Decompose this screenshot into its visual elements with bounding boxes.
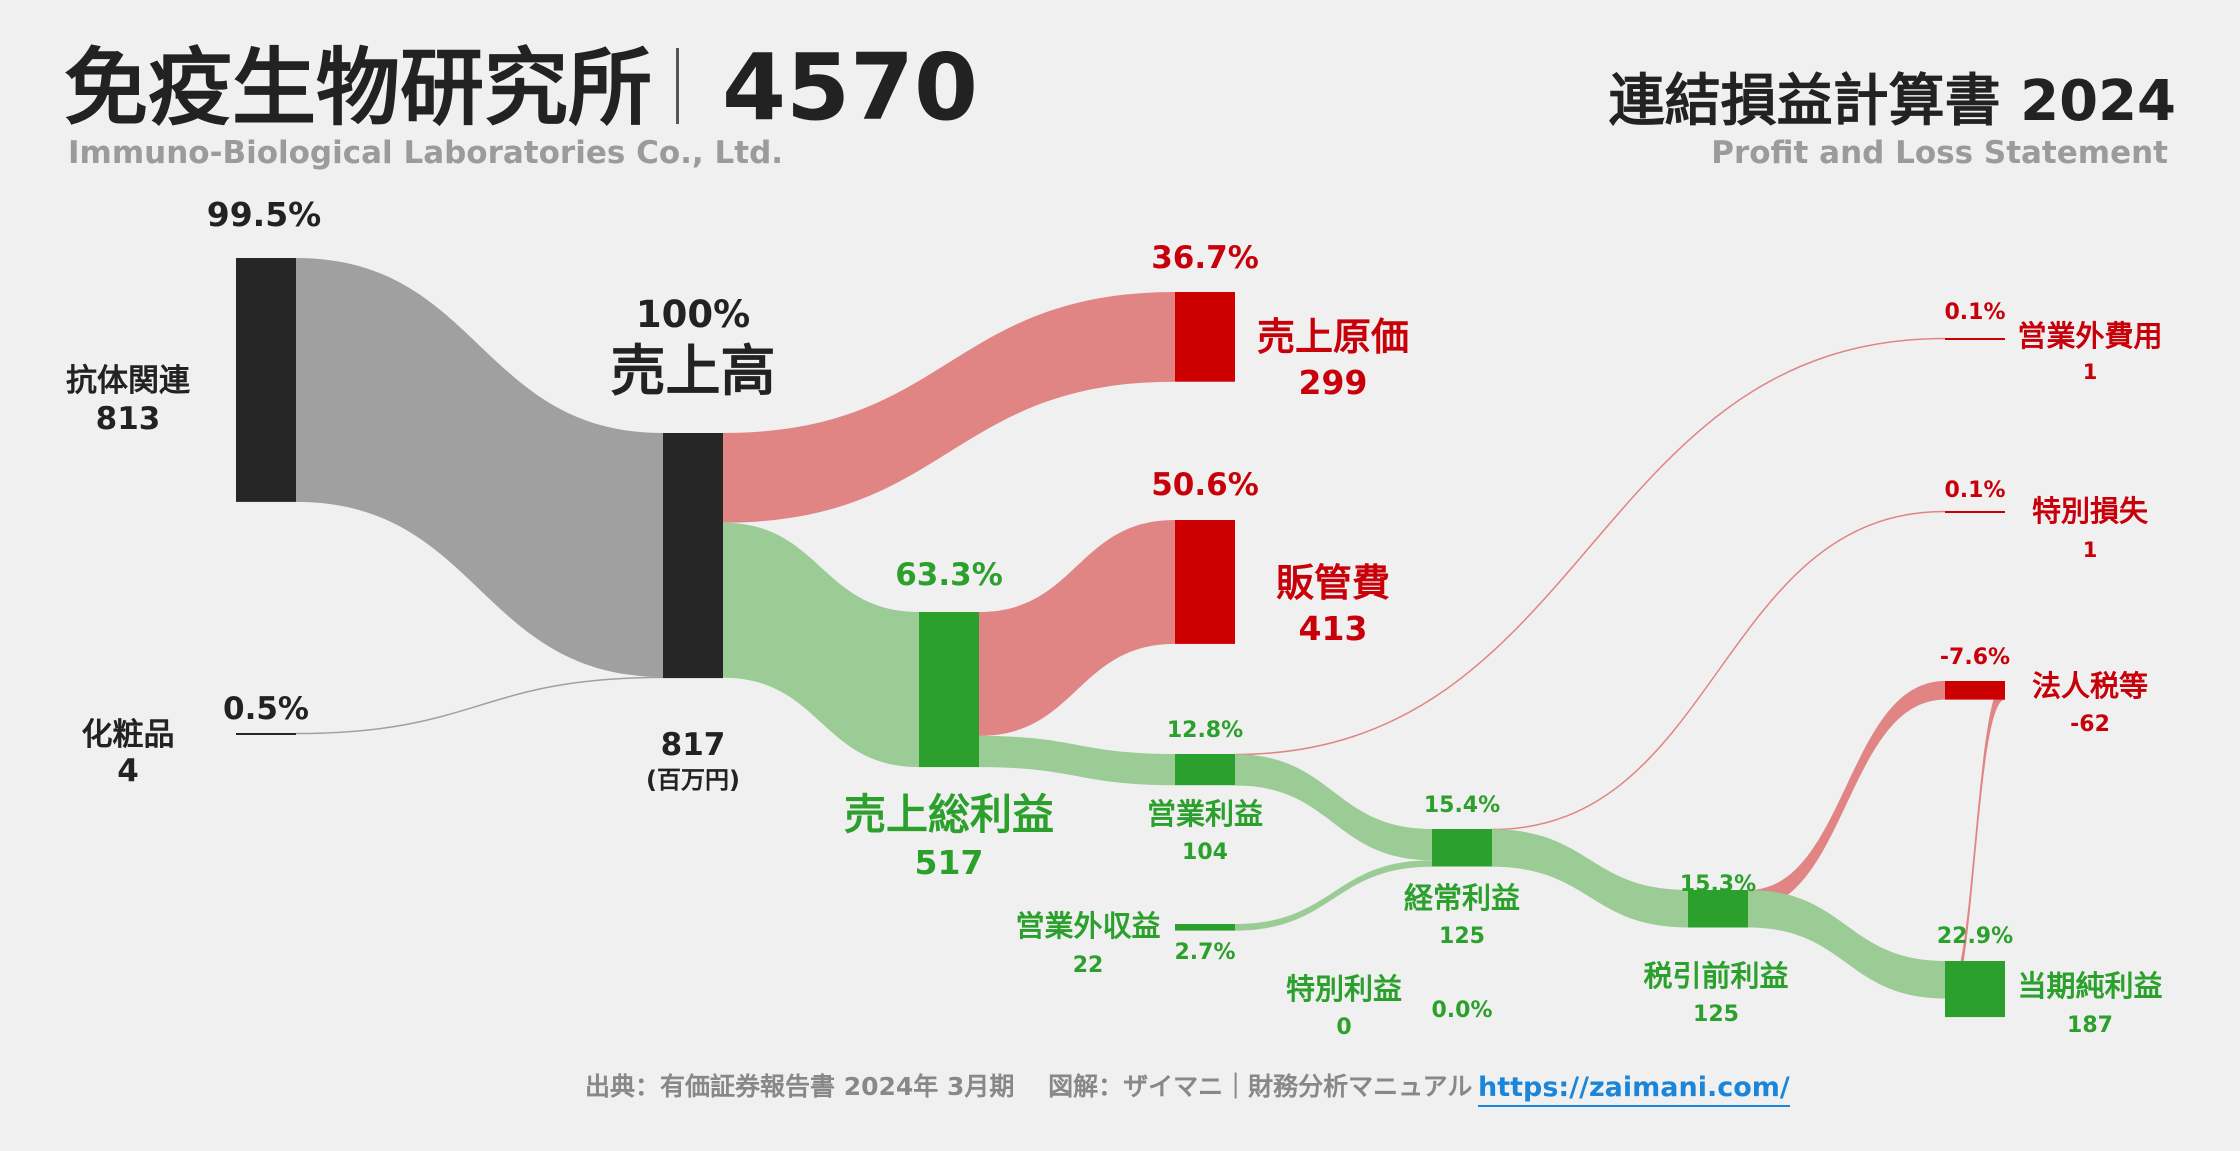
antibody-percent: 99.5%: [206, 195, 322, 234]
stock-code: 4570: [722, 34, 979, 141]
flow-revenue-to-cogs: [723, 292, 1175, 523]
node-bar-tax: [1945, 681, 2005, 700]
node-bar-cosmetics: [236, 733, 296, 735]
node-bar-nonop_exp: [1945, 338, 2005, 340]
flow-ordinary-to-pretax: [1492, 829, 1688, 928]
ext_loss-label: 特別損失: [2031, 494, 2149, 528]
flow-gross-to-op: [979, 735, 1175, 786]
node-bar-ordinary: [1432, 829, 1492, 867]
node-bar-sga: [1175, 520, 1235, 644]
pretax-percent: 15.3%: [1679, 872, 1757, 897]
net-percent: 22.9%: [1936, 924, 2014, 949]
node-bar-antibody: [236, 258, 296, 502]
statement-title: 連結損益計算書 2024: [1608, 69, 2176, 134]
gross-value: 517: [914, 843, 984, 882]
node-bar-revenue: [663, 433, 723, 679]
nonop_inc-label: 営業外収益: [1015, 909, 1161, 943]
ext_gain-label: 特別利益: [1285, 972, 1403, 1006]
ext_loss-value: 1: [2082, 538, 2098, 562]
source-note: 出典：有価証券報告書 2024年 3月期 図解：ザイマニ｜財務分析マニュアル: [585, 1072, 1473, 1101]
statement-title-en: Profit and Loss Statement: [1711, 135, 2168, 171]
flow-pretax-to-net: [1748, 890, 1945, 999]
cosmetics-label: 化粧品: [81, 717, 175, 753]
pretax-value: 125: [1693, 1002, 1739, 1027]
cogs-percent: 36.7%: [1151, 240, 1259, 276]
nonop_inc-percent: 2.7%: [1174, 940, 1236, 965]
flow-revenue-to-gross: [723, 522, 919, 768]
ext_loss-percent: 0.1%: [1944, 478, 2006, 503]
sga-value: 413: [1298, 609, 1368, 648]
net-value: 187: [2067, 1013, 2113, 1038]
title-divider: [676, 48, 679, 124]
pretax-label: 税引前利益: [1643, 959, 1789, 993]
op-label: 営業利益: [1146, 797, 1264, 831]
flow-antibody-to-revenue: [296, 258, 663, 677]
node-bar-ext_loss: [1945, 511, 2005, 513]
revenue-label: 売上高: [610, 339, 776, 403]
net-label: 当期純利益: [2017, 969, 2163, 1003]
revenue-percent: 100%: [635, 293, 751, 336]
antibody-label: 抗体関連: [66, 363, 190, 399]
gross-label: 売上総利益: [843, 790, 1055, 839]
ext_gain-value: 0: [1336, 1015, 1352, 1040]
flow-nonop_inc-to-ordinary: [1235, 860, 1432, 931]
op-value: 104: [1182, 840, 1228, 865]
flow-gross-to-sga: [979, 520, 1175, 736]
sga-percent: 50.6%: [1151, 467, 1259, 503]
nonop_inc-value: 22: [1072, 953, 1104, 978]
unit-label: (百万円): [646, 766, 740, 794]
flow-pretax-to-tax: [1748, 681, 1945, 909]
node-bar-pretax: [1688, 890, 1748, 928]
nonop_exp-label: 営業外費用: [2017, 319, 2163, 353]
ext_gain-percent: 0.0%: [1431, 998, 1493, 1023]
ordinary-percent: 15.4%: [1423, 793, 1501, 818]
node-bar-gross: [919, 612, 979, 768]
company-name: 免疫生物研究所: [64, 39, 653, 137]
company-name-en: Immuno-Biological Laboratories Co., Ltd.: [68, 135, 784, 171]
nonop_exp-percent: 0.1%: [1944, 300, 2006, 325]
flow-op-to-ordinary: [1235, 754, 1432, 861]
revenue-value: 817: [660, 727, 726, 763]
node-bar-cogs: [1175, 292, 1235, 382]
gross-percent: 63.3%: [895, 557, 1003, 593]
sga-label: 販管費: [1275, 561, 1391, 605]
nonop_exp-value: 1: [2082, 360, 2098, 384]
tax-value: -62: [2070, 712, 2110, 737]
cosmetics-percent: 0.5%: [223, 691, 309, 727]
tax-label: 法人税等: [2031, 669, 2149, 703]
node-bar-op: [1175, 754, 1235, 786]
flow-cosmetics-to-revenue: [295, 676, 664, 735]
flow-ordinary-to-ext_loss: [1491, 510, 1946, 831]
site-link[interactable]: https://zaimani.com/: [1478, 1074, 1790, 1107]
cosmetics-value: 4: [117, 753, 139, 789]
ordinary-value: 125: [1439, 924, 1485, 949]
ordinary-label: 経常利益: [1403, 881, 1521, 915]
tax-percent: -7.6%: [1939, 645, 2011, 670]
antibody-value: 813: [95, 401, 161, 437]
cogs-label: 売上原価: [1256, 315, 1410, 359]
op-percent: 12.8%: [1166, 718, 1244, 743]
node-bar-nonop_inc: [1175, 924, 1235, 931]
cogs-value: 299: [1298, 363, 1368, 402]
node-bar-net: [1945, 961, 2005, 1018]
flow-op-to-nonop_exp: [1234, 337, 1946, 756]
flow-tax-to-net: [1945, 681, 2005, 1018]
